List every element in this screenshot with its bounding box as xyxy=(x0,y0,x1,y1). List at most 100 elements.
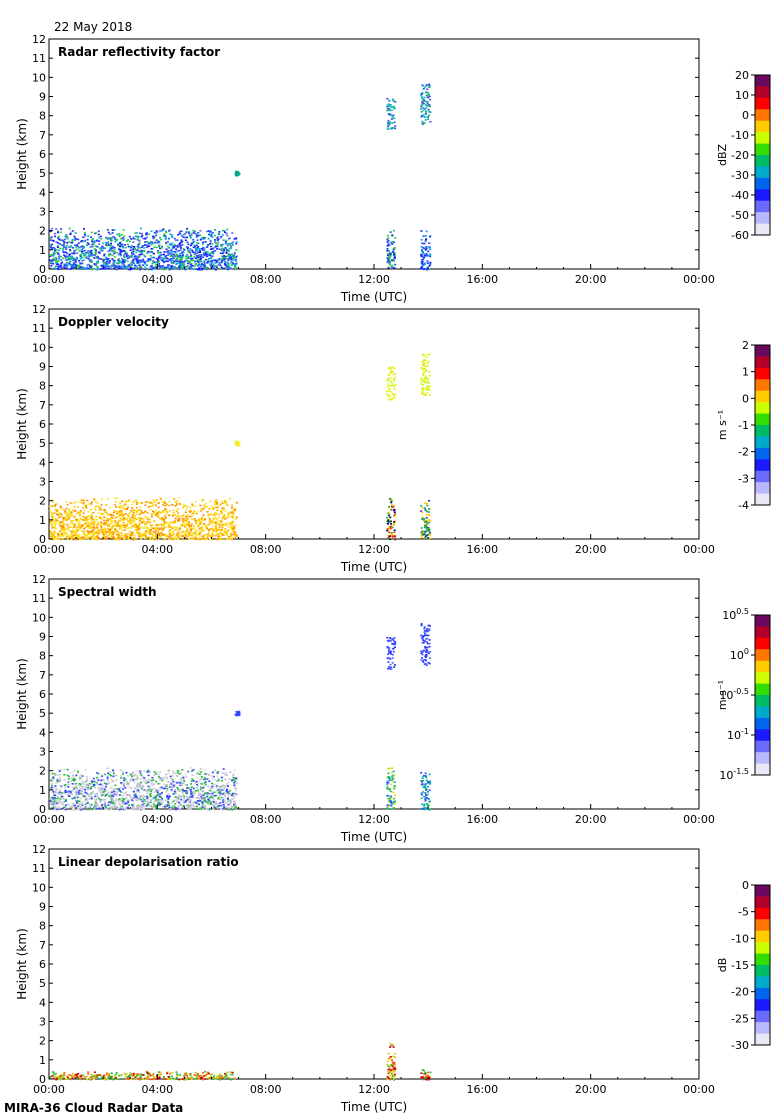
cloud-region-2 xyxy=(386,97,397,130)
colorbar-swatch xyxy=(755,999,770,1012)
cloud-region-1 xyxy=(49,767,238,811)
cloud-region-3 xyxy=(420,1069,432,1081)
colorbar-tick-label: 10-1.5 xyxy=(719,767,749,782)
colorbar-swatch xyxy=(755,459,770,472)
y-tick-label: 3 xyxy=(39,206,46,219)
colorbar-swatch xyxy=(755,660,770,673)
cloud-region-4 xyxy=(386,229,397,269)
cloud-region-6 xyxy=(234,710,241,717)
cloud-region-6 xyxy=(234,170,241,177)
cloud-region-2 xyxy=(386,366,397,401)
colorbar-swatch xyxy=(755,615,770,627)
y-tick-label: 3 xyxy=(39,1016,46,1029)
colorbar-swatch xyxy=(755,212,770,225)
y-axis-label: Height (km) xyxy=(15,388,29,459)
plot-data xyxy=(49,353,432,541)
y-tick-label: 6 xyxy=(39,688,46,701)
x-tick-label: 20:00 xyxy=(575,543,607,556)
x-tick-label: 20:00 xyxy=(575,273,607,286)
colorbar-tick-label: 0 xyxy=(742,392,749,405)
colorbar-swatch xyxy=(755,86,770,99)
y-tick-label: 11 xyxy=(32,322,46,335)
colorbar-tick-label: -60 xyxy=(731,229,749,242)
y-tick-label: 6 xyxy=(39,148,46,161)
plot-frame xyxy=(48,308,700,540)
colorbar-swatch xyxy=(755,649,770,662)
colorbar-swatch xyxy=(755,425,770,437)
x-tick-label: 04:00 xyxy=(141,543,173,556)
cloud-region-5 xyxy=(420,230,432,271)
y-tick-label: 6 xyxy=(39,958,46,971)
y-tick-label: 12 xyxy=(32,573,46,586)
y-tick-label: 0 xyxy=(39,803,46,816)
y-tick-label: 10 xyxy=(32,881,46,894)
y-tick-label: 10 xyxy=(32,341,46,354)
colorbar-swatch xyxy=(755,447,770,460)
y-tick-label: 0 xyxy=(39,533,46,546)
colorbar-tick-label: -30 xyxy=(731,169,749,182)
colorbar-swatch xyxy=(755,1033,770,1046)
x-axis-label: Time (UTC) xyxy=(340,290,407,304)
colorbar-swatch xyxy=(755,965,770,977)
cloud-region-5 xyxy=(420,772,432,811)
y-tick-label: 9 xyxy=(39,901,46,914)
colorbar-swatch xyxy=(755,706,770,719)
colorbar-swatch xyxy=(755,942,770,955)
x-tick-label: 20:00 xyxy=(575,813,607,826)
y-tick-label: 1 xyxy=(39,1054,46,1067)
colorbar-swatch xyxy=(755,379,770,392)
colorbar-label: m s⁻¹ xyxy=(716,680,729,710)
colorbar-swatch xyxy=(755,189,770,202)
y-axis-label: Height (km) xyxy=(15,928,29,999)
x-tick-label: 12:00 xyxy=(358,813,390,826)
colorbar-swatch xyxy=(755,367,770,380)
x-tick-label: 12:00 xyxy=(358,273,390,286)
colorbar-swatch xyxy=(755,1022,770,1035)
y-tick-label: 4 xyxy=(39,456,46,469)
y-tick-label: 12 xyxy=(32,303,46,316)
colorbar-swatch xyxy=(755,143,770,156)
colorbar-swatch xyxy=(755,345,770,357)
colorbar-tick-label: 100.5 xyxy=(722,607,749,622)
x-tick-label: 00:00 xyxy=(683,1083,715,1096)
x-tick-label: 00:00 xyxy=(33,273,65,286)
y-tick-label: 12 xyxy=(32,33,46,46)
y-axis-label: Height (km) xyxy=(15,658,29,729)
y-tick-label: 3 xyxy=(39,476,46,489)
colorbar-swatch xyxy=(755,740,770,753)
colorbar-tick-label: 1 xyxy=(742,366,749,379)
cloud-region-2 xyxy=(386,1043,397,1081)
y-tick-label: 5 xyxy=(39,977,46,990)
colorbar-tick-label: -50 xyxy=(731,209,749,222)
x-axis: 00:00 04:00 08:00 12:00 16:00 20:00 00:00 Time … xyxy=(33,534,715,574)
date-label: 22 May 2018 xyxy=(54,20,133,34)
colorbar-label: dBZ xyxy=(716,144,729,167)
cloud-region-6 xyxy=(234,440,241,447)
x-axis-label: Time (UTC) xyxy=(340,560,407,574)
y-tick-label: 3 xyxy=(39,746,46,759)
x-tick-label: 00:00 xyxy=(683,273,715,286)
colorbar-tick-label: 20 xyxy=(735,69,749,82)
colorbar-swatch xyxy=(755,672,770,685)
colorbar-swatch xyxy=(755,930,770,943)
y-tick-label: 5 xyxy=(39,437,46,450)
colorbar-label: m s⁻¹ xyxy=(716,410,729,440)
x-axis: 00:00 04:00 08:00 12:00 16:00 20:00 00:00 Time … xyxy=(33,1074,715,1114)
cloud-region-3 xyxy=(420,83,432,126)
panel-title: Doppler velocity xyxy=(58,315,169,329)
colorbar-swatch xyxy=(755,1010,770,1023)
colorbar-swatch xyxy=(755,763,770,776)
x-axis-label: Time (UTC) xyxy=(340,1100,407,1114)
x-tick-label: 00:00 xyxy=(33,1083,65,1096)
y-tick-label: 9 xyxy=(39,361,46,374)
colorbar-swatch xyxy=(755,155,770,167)
y-tick-label: 8 xyxy=(39,650,46,663)
x-tick-label: 04:00 xyxy=(141,813,173,826)
y-tick-label: 2 xyxy=(39,765,46,778)
colorbar-swatch xyxy=(755,953,770,966)
colorbar-tick-label: -10 xyxy=(731,932,749,945)
